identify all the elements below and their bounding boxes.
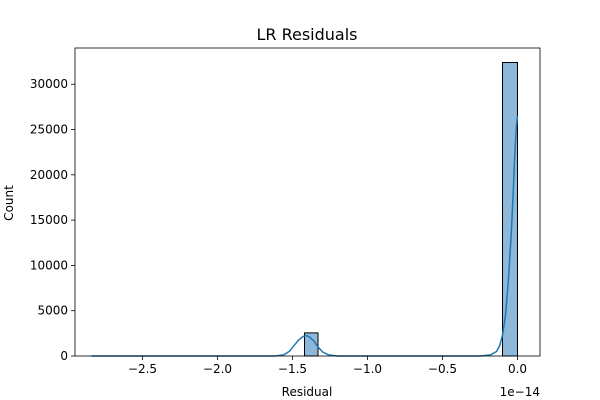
x-tick-label: 0.0 <box>508 362 527 376</box>
x-tick-label: −0.5 <box>428 362 457 376</box>
y-tick-label: 10000 <box>30 258 68 272</box>
y-tick-label: 25000 <box>30 123 68 137</box>
y-tick-label: 20000 <box>30 168 68 182</box>
plot-area: −2.5 −2.0 −1.5 −1.0 −0.5 0.0 0 5000 10000 15000 20… <box>30 47 541 376</box>
y-tick-label: 0 <box>60 349 68 363</box>
y-tick-label: 15000 <box>30 213 68 227</box>
x-tick-label: −1.0 <box>353 362 382 376</box>
y-tick-label: 5000 <box>37 304 68 318</box>
x-tick-label: −1.5 <box>278 362 307 376</box>
x-axis-label: Residual <box>282 385 333 399</box>
axes-frame <box>74 47 541 357</box>
kde-line <box>91 115 519 357</box>
y-tick-label: 30000 <box>30 77 68 91</box>
x-tick-label: −2.0 <box>203 362 232 376</box>
x-offset-label: 1e−14 <box>500 385 540 399</box>
y-axis-label: Count <box>2 185 16 221</box>
chart-title: LR Residuals <box>256 25 357 44</box>
x-tick-label: −2.5 <box>128 362 157 376</box>
histogram-bar-1 <box>502 61 518 357</box>
